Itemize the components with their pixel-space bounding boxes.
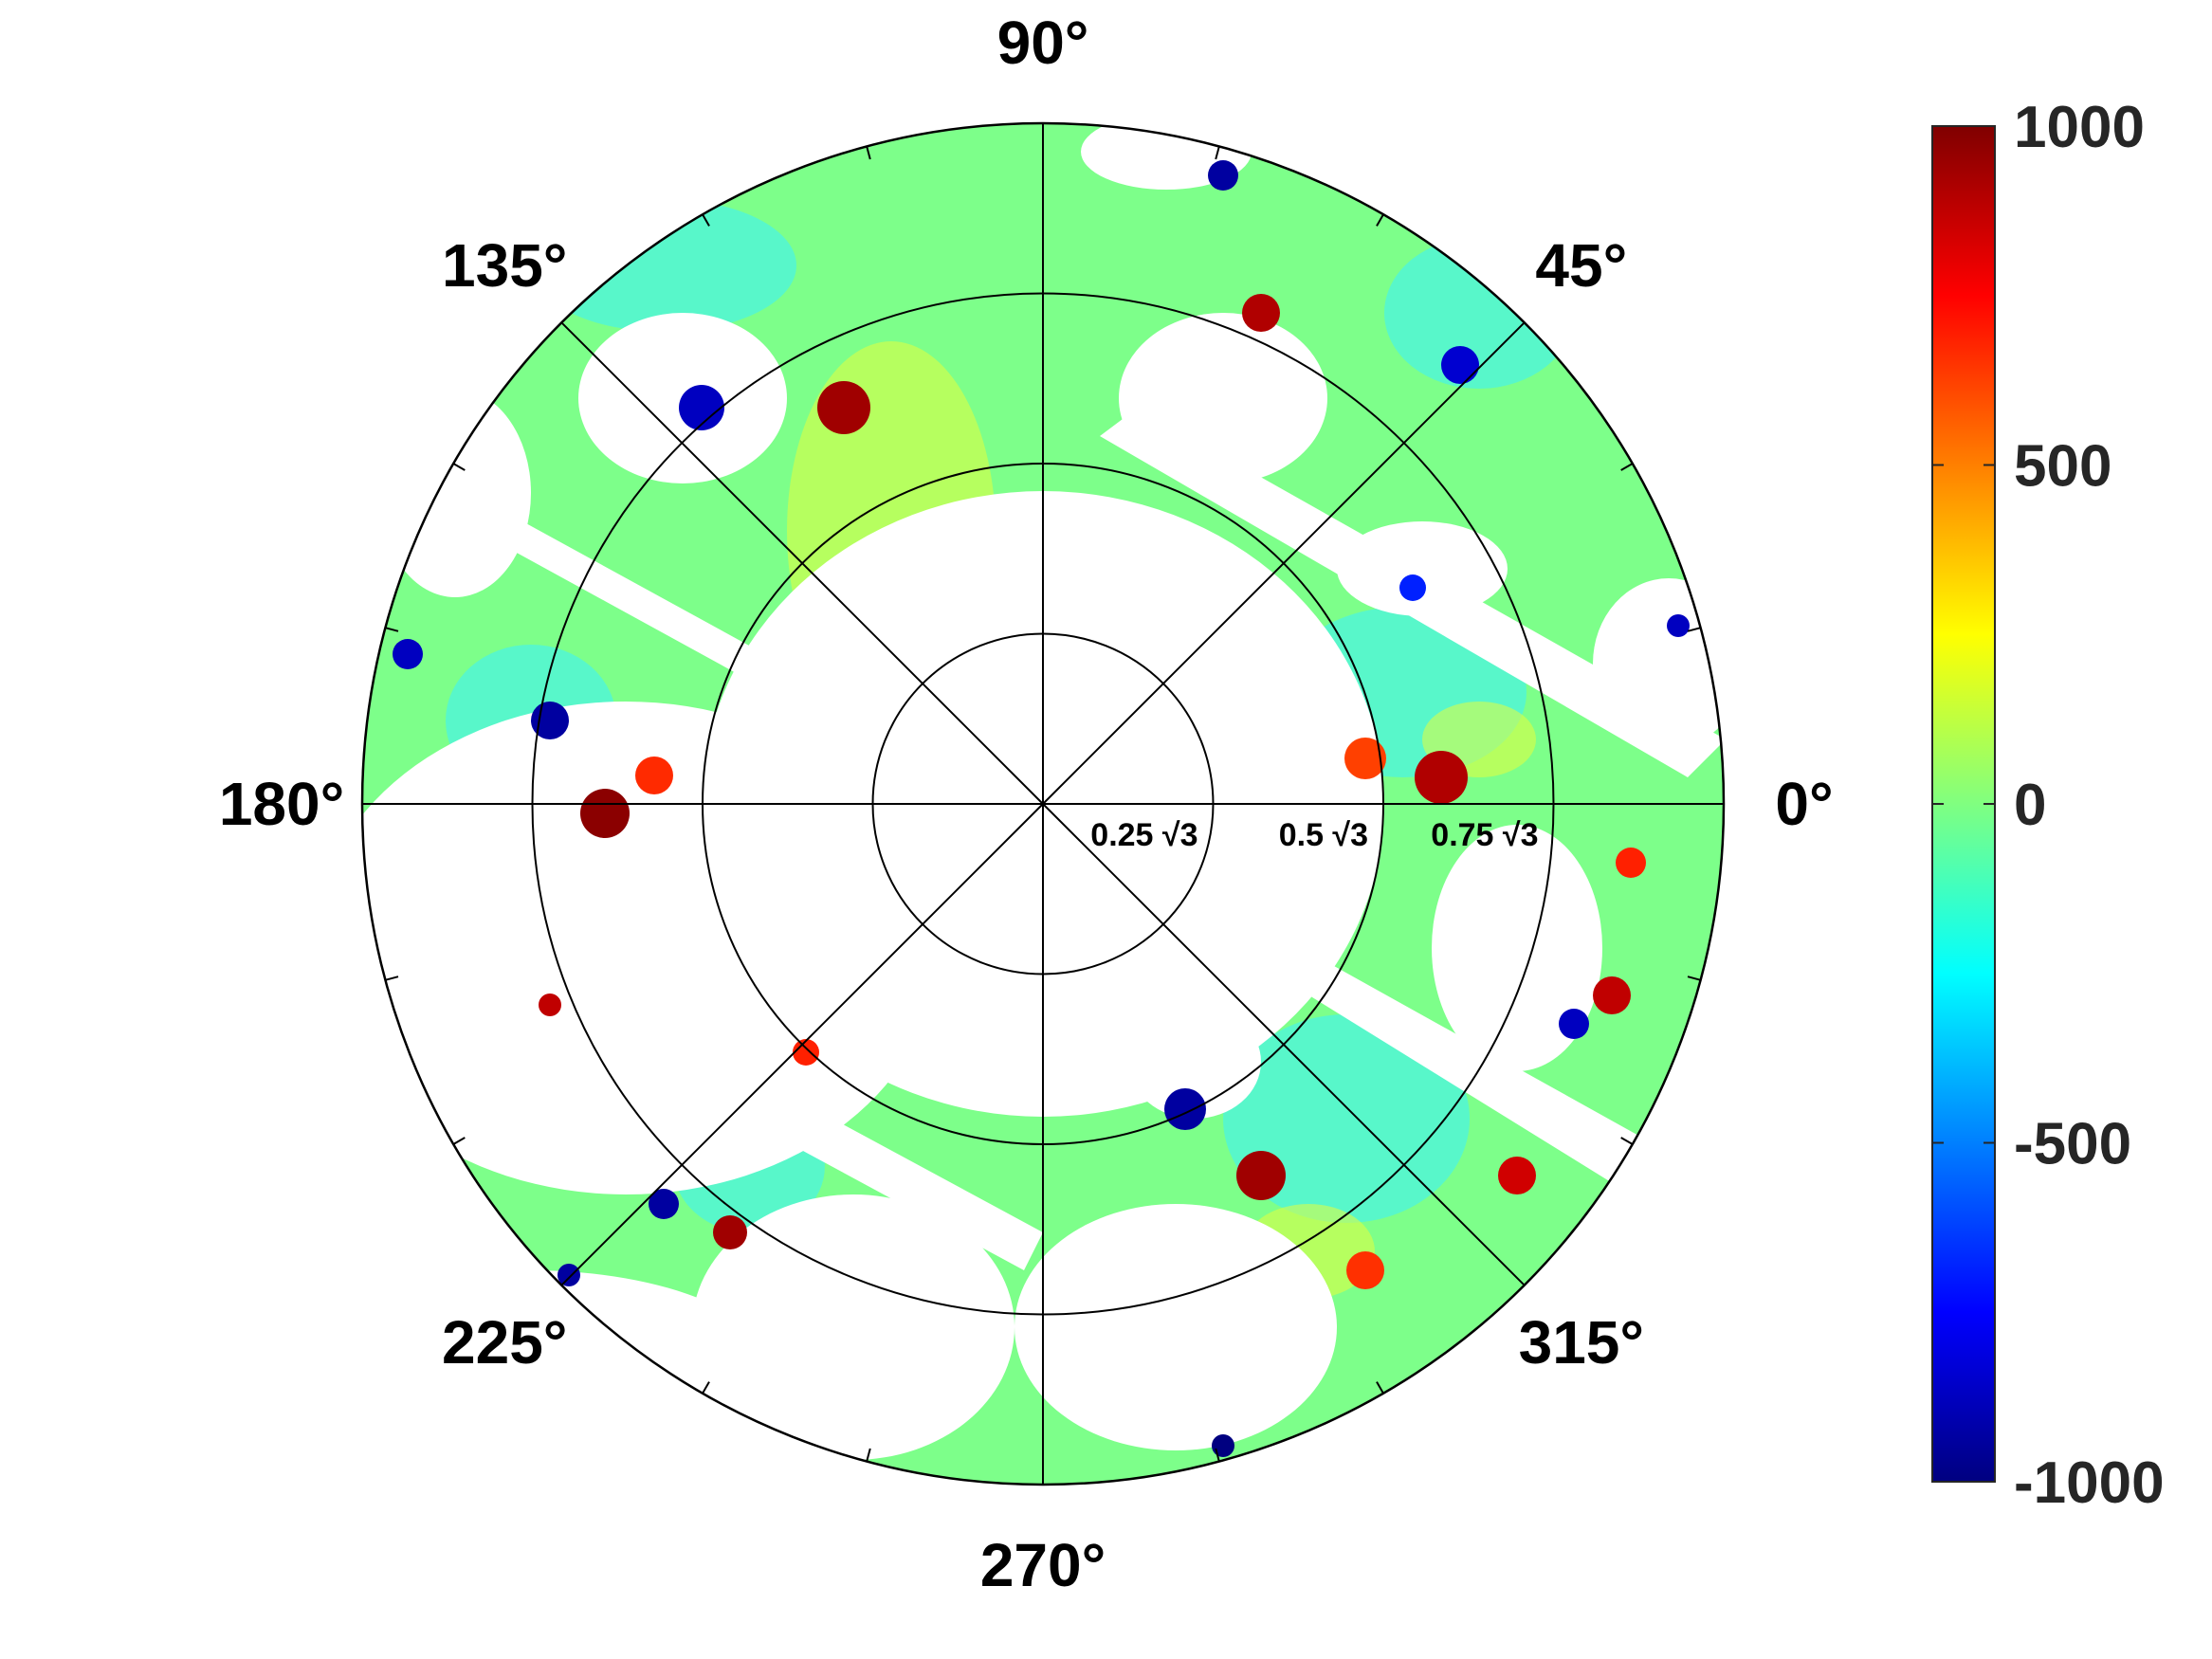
angular-grid-line [560,321,1044,805]
field-extreme-spot [1667,614,1690,637]
field-extreme-spot [817,381,870,434]
angular-minor-tick [866,146,871,160]
angular-tick-label: 180° [219,770,344,838]
field-extreme-spot [1559,1009,1589,1039]
colorbar-tick-label: 1000 [2014,95,2145,160]
angular-minor-tick [452,463,466,471]
field-extreme-spot [713,1215,747,1249]
field-undefined-region [362,702,939,1194]
field-extreme-spot [1346,1251,1384,1289]
angular-tick-labels: 0° 45° 90° 135° 180° 225° 270° 315° [219,9,1834,1599]
angular-minor-tick [1215,1448,1220,1462]
field-extreme-spot [393,639,423,669]
angular-minor-tick [1376,1381,1384,1395]
field-extreme-spot [1616,848,1646,878]
field-undefined-region [967,502,1081,635]
field-undefined-region [692,1194,1015,1460]
field-extreme-spot [1212,1434,1234,1457]
field-extreme-spot [558,1264,580,1286]
colorbar-tick-label: 0 [2014,773,2046,838]
angular-minor-tick [702,1381,710,1395]
angular-minor-tick [1376,213,1384,227]
field-extreme-spot [1593,976,1631,1014]
angular-minor-tick [385,627,399,632]
angular-minor-tick [702,213,710,227]
colorbar-tick-label: -1000 [2014,1450,2165,1516]
angular-minor-tick [1687,975,1701,981]
field-extreme-spot [1415,751,1468,804]
angular-minor-tick [1687,627,1701,632]
angular-minor-tick [1620,1137,1634,1145]
heatmap-field [362,123,1724,1485]
angular-grid-line [1042,803,1526,1286]
field-undefined-band [408,474,1024,815]
angular-tick-label: 225° [442,1308,567,1376]
field-extreme-spot [1236,1151,1286,1200]
angular-tick-label: 0° [1775,770,1833,838]
field-extreme-spot [1208,160,1238,191]
angular-minor-tick [1215,146,1220,160]
field-extreme-spot [1498,1157,1536,1194]
angular-minor-tick [1620,463,1634,471]
field-patch-cool-upper-left [531,199,796,332]
angular-grid-line [1042,321,1526,805]
colorbar-tick-label: -500 [2014,1112,2131,1177]
angular-tick-label: 45° [1535,231,1627,300]
angular-tick-label: 90° [997,9,1089,77]
field-extreme-spot [649,1189,679,1219]
angular-tick-label: 270° [980,1531,1106,1599]
colorbar: 1000 500 0 -500 -1000 [1931,95,2165,1516]
field-extreme-spot [539,994,561,1016]
field-undefined-region [1432,825,1602,1071]
radial-tick-labels: 0.25 √3 0.5 √3 0.75 √3 [1090,817,1538,853]
field-extreme-spot [635,757,673,794]
field-extreme-spot [679,385,724,430]
radial-tick-label: 0.75 √3 [1431,817,1538,853]
field-extreme-spot [793,1039,819,1066]
angular-tick-label: 315° [1519,1308,1644,1376]
field-extreme-spot [1441,346,1479,384]
field-extreme-spot [1164,1088,1206,1130]
angular-minor-tick [385,975,399,981]
field-extreme-spot [580,789,630,838]
field-undefined-band [1033,804,1659,1194]
polar-grid [360,121,1726,1486]
field-extreme-spot [1344,738,1386,779]
field-undefined-region [1015,1204,1337,1450]
radial-tick-label: 0.5 √3 [1279,817,1368,853]
field-extreme-spot [1242,294,1280,332]
radial-tick-label: 0.25 √3 [1090,817,1197,853]
field-undefined-band [362,853,1043,1270]
colorbar-tick-label: 500 [2014,434,2111,500]
angular-minor-tick [866,1448,871,1462]
angular-grid-line [560,803,1044,1286]
angular-tick-label: 135° [442,231,567,300]
angular-minor-tick [452,1137,466,1145]
field-extreme-spot [1399,574,1426,601]
